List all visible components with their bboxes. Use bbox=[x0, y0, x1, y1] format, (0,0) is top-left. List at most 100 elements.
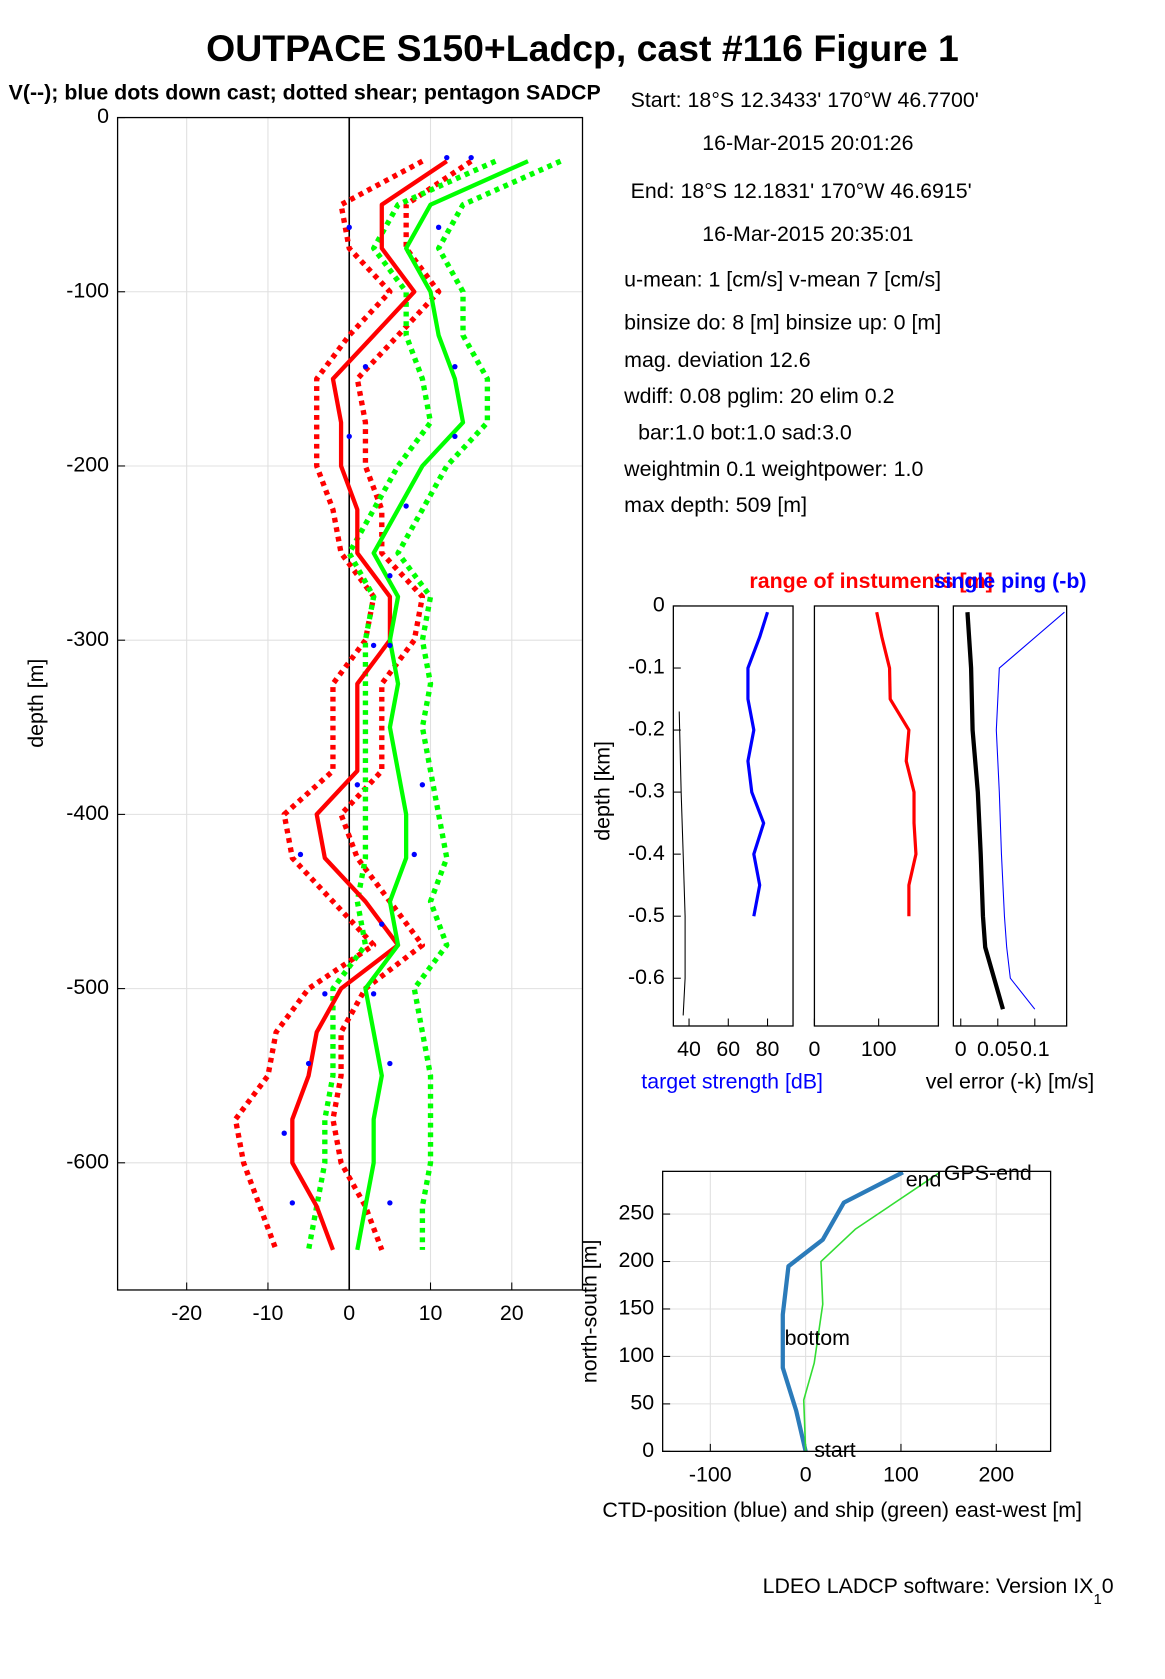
footer-subscript: 1 bbox=[1093, 1591, 1101, 1608]
axes-box bbox=[662, 1170, 1052, 1452]
dot bbox=[322, 991, 328, 997]
info-line: weightmin 0.1 weightpower: 1.0 bbox=[623, 457, 923, 481]
annotation: bottom bbox=[785, 1326, 850, 1350]
y-tick-label: 0 bbox=[653, 593, 665, 617]
y-tick-label: -100 bbox=[66, 278, 109, 302]
dot bbox=[387, 1060, 393, 1067]
y-axis-label: depth [km] bbox=[591, 741, 615, 841]
dot bbox=[281, 1130, 287, 1136]
footer-text: 0 bbox=[1102, 1574, 1114, 1598]
footer: LDEO LADCP software: Version IX10 bbox=[763, 1574, 1114, 1608]
data-line bbox=[678, 711, 686, 1016]
plot-area bbox=[117, 117, 583, 1290]
annotation: end bbox=[906, 1167, 942, 1191]
x-tick-label: 10 bbox=[419, 1301, 443, 1325]
y-tick-label: -0.2 bbox=[628, 717, 665, 741]
dot bbox=[354, 782, 361, 788]
plot-layer bbox=[678, 611, 770, 1016]
dot bbox=[370, 991, 377, 997]
x-tick-label: 80 bbox=[756, 1037, 780, 1061]
dot bbox=[452, 364, 458, 370]
y-tick-label: 100 bbox=[618, 1343, 654, 1367]
y-tick-label: 250 bbox=[618, 1201, 654, 1225]
x-tick-label: 100 bbox=[883, 1463, 919, 1487]
x-tick-label: 0 bbox=[808, 1037, 820, 1061]
subtitle: V(--); blue dots down cast; dotted shear… bbox=[9, 81, 601, 105]
x-tick-label: 60 bbox=[716, 1037, 740, 1061]
data-line bbox=[965, 612, 1005, 1010]
x-tick-label: 20 bbox=[500, 1301, 524, 1325]
panel-title: single ping (-b) bbox=[933, 569, 1086, 593]
plot-layer bbox=[780, 1171, 941, 1452]
y-tick-label: -0.3 bbox=[628, 779, 665, 803]
data-line bbox=[355, 159, 529, 1251]
data-line bbox=[746, 611, 770, 917]
x-tick-label: -20 bbox=[171, 1301, 202, 1325]
info-line: u-mean: 1 [cm/s] v-mean 7 [cm/s] bbox=[624, 268, 941, 292]
dot bbox=[419, 782, 426, 788]
dot bbox=[387, 1200, 393, 1206]
panel-title: range of instuments [m] bbox=[749, 569, 992, 593]
dot bbox=[370, 642, 377, 649]
dot bbox=[346, 433, 352, 440]
axes-box bbox=[952, 605, 1068, 1027]
dot bbox=[444, 154, 450, 161]
dot bbox=[387, 573, 393, 579]
data-line bbox=[802, 1171, 941, 1452]
info-line: binsize do: 8 [m] binsize up: 0 [m] bbox=[624, 310, 941, 334]
dot bbox=[435, 224, 442, 230]
x-tick-label: 0 bbox=[800, 1463, 812, 1487]
dot bbox=[346, 224, 352, 230]
dot bbox=[411, 851, 417, 858]
dot bbox=[362, 364, 369, 370]
x-tick-label: 100 bbox=[861, 1037, 897, 1061]
plot-area bbox=[662, 1171, 1051, 1452]
x-axis-label: vel error (-k) [m/s] bbox=[926, 1069, 1095, 1093]
data-line bbox=[290, 159, 448, 1251]
data-line bbox=[305, 158, 497, 1251]
y-tick-label: 200 bbox=[618, 1248, 654, 1272]
plot-layer bbox=[875, 611, 918, 917]
x-tick-label: 0 bbox=[955, 1037, 967, 1061]
info-line: 16-Mar-2015 20:01:26 bbox=[702, 131, 913, 155]
data-line bbox=[232, 158, 424, 1251]
info-line: 16-Mar-2015 20:35:01 bbox=[702, 222, 913, 246]
dot bbox=[403, 503, 409, 509]
x-tick-label: 200 bbox=[978, 1463, 1014, 1487]
y-tick-label: -600 bbox=[66, 1149, 109, 1173]
info-line: End: 18°S 12.1831' 170°W 46.6915' bbox=[631, 179, 972, 203]
dot bbox=[452, 433, 458, 440]
y-tick-label: -200 bbox=[66, 453, 109, 477]
info-line: max depth: 509 [m] bbox=[624, 493, 807, 517]
dot bbox=[379, 921, 385, 927]
y-tick-label: -0.5 bbox=[628, 903, 665, 927]
y-tick-label: -500 bbox=[66, 975, 109, 999]
plot-layer bbox=[965, 611, 1065, 1010]
y-tick-label: -400 bbox=[66, 801, 109, 825]
dot bbox=[468, 154, 474, 161]
data-line bbox=[780, 1171, 904, 1452]
y-tick-label: 150 bbox=[618, 1296, 654, 1320]
axes-box bbox=[813, 605, 940, 1027]
dot bbox=[387, 642, 393, 649]
x-tick-label: 0 bbox=[343, 1301, 355, 1325]
annotation: start bbox=[814, 1438, 856, 1462]
info-line: bar:1.0 bot:1.0 sad:3.0 bbox=[638, 421, 852, 445]
data-line bbox=[395, 158, 562, 1250]
y-tick-label: -0.1 bbox=[628, 655, 665, 679]
y-tick-label: 50 bbox=[630, 1391, 654, 1415]
data-line bbox=[995, 611, 1065, 1010]
plot-area bbox=[814, 605, 939, 1026]
y-tick-label: -0.4 bbox=[628, 841, 665, 865]
dot bbox=[305, 1060, 312, 1067]
x-tick-label: 0.05 bbox=[977, 1037, 1019, 1061]
plot-layer bbox=[232, 154, 562, 1251]
x-tick-label: 0.1 bbox=[1020, 1037, 1050, 1061]
figure-title: OUTPACE S150+Ladcp, cast #116 Figure 1 bbox=[206, 27, 959, 69]
annotation: GPS-end bbox=[944, 1161, 1032, 1185]
x-axis-label: CTD-position (blue) and ship (green) eas… bbox=[602, 1498, 1082, 1522]
dot bbox=[289, 1200, 296, 1206]
data-line bbox=[875, 611, 918, 917]
plot-area bbox=[673, 605, 794, 1026]
